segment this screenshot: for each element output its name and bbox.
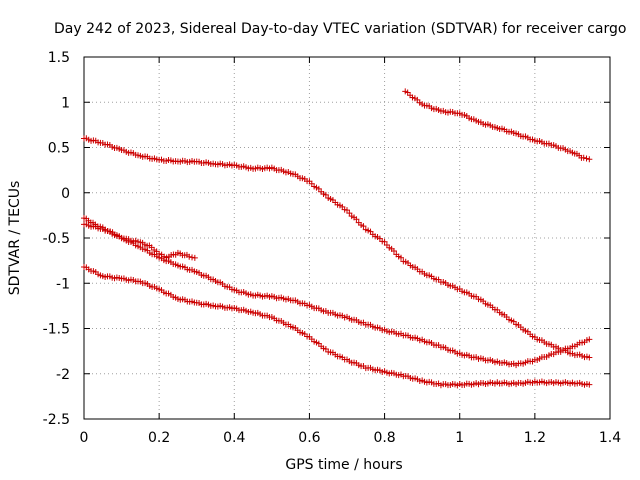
data-point [398,254,405,261]
y-tick-label: 0.5 [48,141,70,157]
data-point [191,254,198,261]
y-tick-label: -2 [56,367,70,383]
data-point [189,254,196,261]
x-tick-label: 1 [455,430,464,446]
grid [84,57,610,419]
y-tick-label: 1.5 [48,50,70,66]
y-tick-label: -2.5 [43,412,70,428]
data-point [360,223,367,230]
data-point [381,238,388,245]
data-point [322,191,329,198]
x-tick-label: 0.4 [223,430,245,446]
data-point [390,248,397,255]
series-sat-e [81,263,593,389]
plot-frame [83,56,611,420]
data-point [580,154,587,161]
data-point [586,381,593,388]
data-point [186,253,193,260]
y-tick-label: -1 [56,276,70,292]
x-tick-label: 1.2 [524,430,546,446]
x-tick-label: 0 [80,430,89,446]
y-tick-label: -1.5 [43,322,70,338]
y-tick-label: 0 [61,186,70,202]
y-tick-label: 1 [61,95,70,111]
series-sat-b [81,135,593,361]
data-points [81,88,593,389]
ticks: 0 0.2 0.4 0.6 0.8 1 1.2 1.4 -2.5 -2 -1.5 -1 -0.5 0 0.5… [43,50,622,446]
x-tick-label: 0.6 [298,430,320,446]
series-sat-d [81,221,593,369]
data-point [586,336,593,343]
series-sat-a [402,88,593,163]
x-tick-label: 1.4 [599,430,621,446]
x-tick-label: 0.8 [373,430,395,446]
y-axis-label: SDTVAR / TECUs [7,181,23,296]
data-point [344,207,350,214]
data-point [583,155,590,162]
data-point [586,354,593,361]
x-axis-label: GPS time / hours [285,457,402,473]
y-tick-label: -0.5 [43,231,70,247]
chart-title: Day 242 of 2023, Sidereal Day-to-day VTE… [54,21,626,37]
data-point [148,244,155,251]
data-point [586,156,593,163]
x-tick-label: 0.2 [148,430,170,446]
data-point [353,216,360,223]
